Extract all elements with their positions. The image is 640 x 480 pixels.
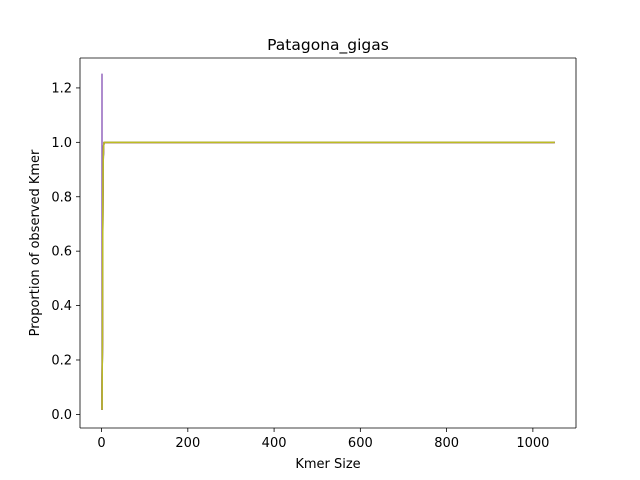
axes-frame: [79, 57, 577, 429]
plot-area: [80, 58, 576, 428]
y-ticks: 0.0 0.2 0.4 0.6 0.8 1.0 1.2: [51, 81, 80, 423]
x-tick-label: 400: [262, 436, 287, 451]
x-tick-label: 1000: [516, 436, 549, 451]
x-axis-title: Kmer Size: [295, 457, 360, 472]
y-tick-label: 0.8: [51, 190, 72, 205]
chart-title: Patagona_gigas: [267, 36, 389, 55]
y-tick-label: 1.0: [51, 136, 72, 151]
y-tick-label: 0.4: [51, 299, 72, 314]
y-axis-title: Proportion of observed Kmer: [28, 149, 43, 336]
x-tick-label: 800: [434, 436, 459, 451]
x-ticks: 0 200 400 600 800 1000: [97, 428, 549, 451]
y-tick-label: 0.0: [51, 408, 72, 423]
x-tick-label: 200: [175, 436, 200, 451]
x-tick-label: 600: [348, 436, 373, 451]
series-line-9: [101, 141, 555, 410]
y-tick-label: 1.2: [51, 81, 72, 96]
series-layer: [101, 73, 555, 410]
x-tick-label: 0: [97, 436, 105, 451]
y-tick-label: 0.6: [51, 245, 72, 260]
y-tick-label: 0.2: [51, 353, 72, 368]
